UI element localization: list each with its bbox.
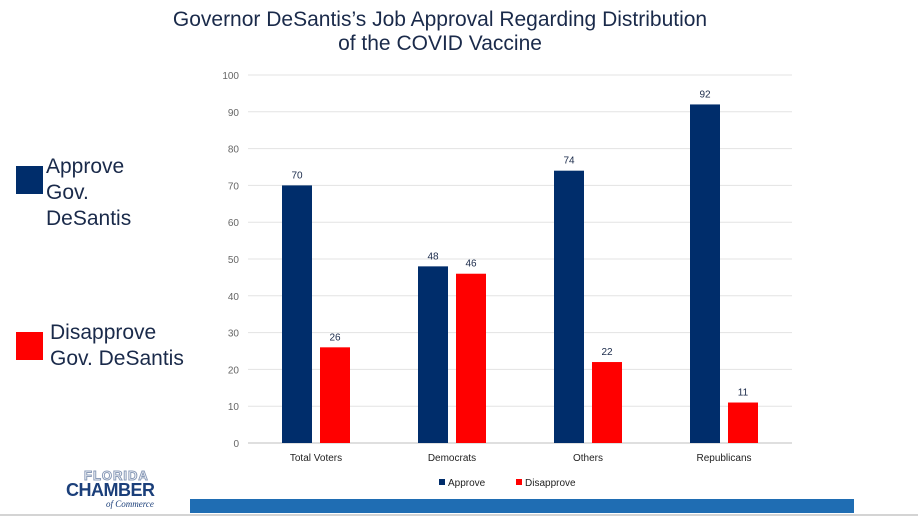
- bar-disapprove-republicans: [728, 402, 758, 443]
- bottom-divider: [0, 514, 918, 516]
- approve-legend-line-3: DeSantis: [46, 207, 132, 230]
- data-label: 48: [427, 251, 439, 262]
- bar-approve-republicans: [690, 104, 720, 443]
- bar-disapprove-total-voters: [320, 347, 350, 443]
- y-tick-label: 20: [228, 365, 240, 376]
- approve-legend-line-2: Gov.: [46, 181, 89, 204]
- legend-label-approve: Approve: [448, 478, 486, 489]
- approve-legend-line-1: Approve: [46, 155, 125, 178]
- x-tick-label: Democrats: [428, 453, 476, 464]
- data-label: 22: [601, 347, 613, 358]
- y-tick-label: 80: [228, 145, 240, 156]
- y-tick-label: 10: [228, 402, 240, 413]
- data-label: 26: [329, 332, 341, 343]
- logo-commerce-text: of Commerce: [106, 499, 154, 509]
- legend-swatch-disapprove: [516, 479, 522, 485]
- chart-title-line-2: of the COVID Vaccine: [338, 32, 542, 55]
- disapprove-legend-label: Disapprove Gov. DeSantis: [50, 320, 220, 372]
- chart-title-line-1: Governor DeSantis’s Job Approval Regardi…: [172, 8, 708, 31]
- footer-bar: [190, 499, 854, 513]
- y-tick-label: 90: [228, 108, 240, 119]
- y-tick-label: 40: [228, 292, 240, 303]
- disapprove-swatch: [16, 332, 43, 360]
- data-label: 70: [291, 170, 303, 181]
- y-tick-label: 50: [228, 255, 240, 266]
- y-tick-label: 100: [222, 71, 239, 82]
- y-tick-label: 70: [228, 181, 240, 192]
- data-label: 92: [699, 89, 711, 100]
- disapprove-legend-line-1: Disapprove: [50, 321, 157, 344]
- florida-chamber-logo: FLORIDA CHAMBER of Commerce: [62, 468, 172, 512]
- chart-title: Governor DeSantis’s Job Approval Regardi…: [110, 8, 770, 56]
- data-label: 46: [465, 259, 477, 270]
- bar-approve-total-voters: [282, 185, 312, 443]
- x-tick-label: Others: [573, 453, 603, 464]
- data-label: 74: [563, 156, 575, 167]
- y-tick-label: 30: [228, 329, 240, 340]
- disapprove-legend-line-2: Gov. DeSantis: [50, 347, 184, 370]
- approve-legend-label: Approve Gov. DeSantis: [46, 154, 166, 232]
- logo-florida-text: FLORIDA: [84, 468, 149, 484]
- legend-swatch-approve: [439, 479, 445, 485]
- logo-chamber-text: CHAMBER: [66, 480, 155, 500]
- x-tick-label: Republicans: [696, 453, 751, 464]
- approve-swatch: [16, 166, 43, 194]
- legend-label-disapprove: Disapprove: [525, 478, 576, 489]
- bar-disapprove-others: [592, 362, 622, 443]
- data-label: 11: [738, 388, 749, 399]
- bar-approve-democrats: [418, 266, 448, 443]
- y-tick-label: 60: [228, 218, 240, 229]
- bar-disapprove-democrats: [456, 273, 486, 443]
- x-tick-label: Total Voters: [290, 453, 342, 464]
- y-tick-label: 0: [233, 439, 239, 450]
- bar-approve-others: [554, 170, 584, 443]
